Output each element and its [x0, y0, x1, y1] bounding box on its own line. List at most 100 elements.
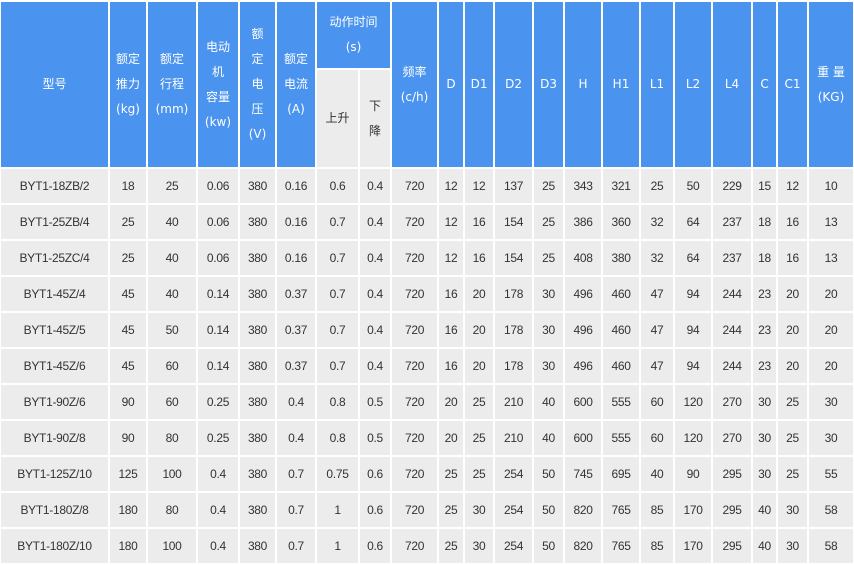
table-cell: 16 [439, 277, 464, 311]
table-cell: 30 [465, 493, 494, 527]
table-cell: 40 [148, 277, 196, 311]
table-cell: 555 [603, 385, 640, 419]
table-cell: 0.16 [277, 169, 315, 203]
table-cell: 40 [641, 457, 674, 491]
table-cell: 0.4 [198, 493, 238, 527]
table-cell: 100 [148, 457, 196, 491]
table-cell: 40 [753, 529, 777, 563]
table-cell: 720 [392, 241, 438, 275]
table-cell: 12 [439, 205, 464, 239]
table-cell: BYT1-45Z/4 [1, 277, 108, 311]
table-cell: 0.37 [277, 313, 315, 347]
table-cell: 20 [809, 313, 854, 347]
table-cell: 23 [753, 313, 777, 347]
table-cell: 0.8 [317, 385, 358, 419]
table-cell: 13 [809, 241, 854, 275]
table-cell: 20 [778, 349, 808, 383]
table-row: BYT1-25ZC/4 25 40 0.06 380 0.16 0.7 0.4 720 12 16 1… [1, 241, 854, 275]
table-cell: 20 [778, 313, 808, 347]
table-cell: 720 [392, 277, 438, 311]
table-cell: 16 [465, 241, 494, 275]
table-cell: 64 [675, 205, 712, 239]
table-row: BYT1-180Z/10 180 100 0.4 380 0.7 1 0.6 720 25 30 25… [1, 529, 854, 563]
table-cell: 745 [565, 457, 602, 491]
table-cell: 40 [534, 385, 564, 419]
table-cell: BYT1-180Z/10 [1, 529, 108, 563]
table-cell: 170 [675, 529, 712, 563]
table-cell: 12 [778, 169, 808, 203]
table-cell: 0.7 [277, 457, 315, 491]
table-cell: 12 [439, 169, 464, 203]
table-cell: 13 [809, 205, 854, 239]
table-cell: 60 [641, 421, 674, 455]
table-cell: 0.16 [277, 241, 315, 275]
table-cell: 45 [110, 313, 146, 347]
table-cell: 0.6 [360, 457, 391, 491]
table-row: BYT1-18ZB/2 18 25 0.06 380 0.16 0.6 0.4 720 12 12 1… [1, 169, 854, 203]
table-row: BYT1-90Z/8 90 80 0.25 380 0.4 0.8 0.5 720 20 25 210… [1, 421, 854, 455]
table-cell: 0.06 [198, 241, 238, 275]
table-cell: 380 [240, 205, 275, 239]
table-cell: 0.16 [277, 205, 315, 239]
table-cell: 90 [675, 457, 712, 491]
header-D3: D3 [534, 2, 564, 167]
header-D1: D1 [465, 2, 494, 167]
table-cell: 244 [713, 349, 752, 383]
table-cell: 25 [439, 529, 464, 563]
table-cell: 0.8 [317, 421, 358, 455]
table-cell: 380 [240, 529, 275, 563]
table-cell: 0.7 [317, 241, 358, 275]
table-cell: 16 [439, 313, 464, 347]
table-cell: BYT1-90Z/8 [1, 421, 108, 455]
table-cell: 47 [641, 313, 674, 347]
table-cell: 720 [392, 493, 438, 527]
table-cell: 137 [495, 169, 533, 203]
table-cell: 25 [534, 205, 564, 239]
table-cell: 720 [392, 169, 438, 203]
table-cell: 237 [713, 241, 752, 275]
table-cell: 380 [240, 277, 275, 311]
table-cell: 380 [240, 493, 275, 527]
table-cell: 30 [753, 457, 777, 491]
table-cell: 178 [495, 277, 533, 311]
table-cell: 30 [534, 277, 564, 311]
table-cell: 178 [495, 349, 533, 383]
header-L2: L2 [675, 2, 712, 167]
table-cell: 254 [495, 457, 533, 491]
table-cell: 40 [148, 205, 196, 239]
table-cell: 295 [713, 493, 752, 527]
header-C1: C1 [778, 2, 808, 167]
table-cell: 0.6 [360, 529, 391, 563]
table-cell: 244 [713, 313, 752, 347]
table-cell: 47 [641, 349, 674, 383]
table-cell: 25 [110, 205, 146, 239]
table-cell: 254 [495, 529, 533, 563]
table-cell: 0.4 [360, 169, 391, 203]
table-cell: 125 [110, 457, 146, 491]
table-cell: 60 [148, 385, 196, 419]
table-row: BYT1-45Z/5 45 50 0.14 380 0.37 0.7 0.4 720 16 20 17… [1, 313, 854, 347]
table-cell: 55 [809, 457, 854, 491]
table-cell: 94 [675, 349, 712, 383]
table-cell: 178 [495, 313, 533, 347]
table-row: BYT1-90Z/6 90 60 0.25 380 0.4 0.8 0.5 720 20 25 210… [1, 385, 854, 419]
table-cell: 94 [675, 313, 712, 347]
table-cell: 45 [110, 277, 146, 311]
table-cell: 460 [603, 349, 640, 383]
table-cell: 237 [713, 205, 752, 239]
header-row: 型号 额定 推力 (kg) 额定 行程 (mm) 电动 机 容量 (kw) 额 … [1, 2, 854, 167]
table-cell: 380 [603, 241, 640, 275]
table-cell: 820 [565, 529, 602, 563]
header-model: 型号 [1, 2, 108, 167]
table-cell: 0.4 [360, 349, 391, 383]
table-cell: 0.14 [198, 349, 238, 383]
table-cell: 50 [148, 313, 196, 347]
table-cell: 15 [753, 169, 777, 203]
table-cell: 0.5 [360, 385, 391, 419]
table-cell: 20 [809, 349, 854, 383]
table-cell: 0.75 [317, 457, 358, 491]
table-cell: 58 [809, 529, 854, 563]
table-cell: 765 [603, 493, 640, 527]
table-cell: 720 [392, 385, 438, 419]
